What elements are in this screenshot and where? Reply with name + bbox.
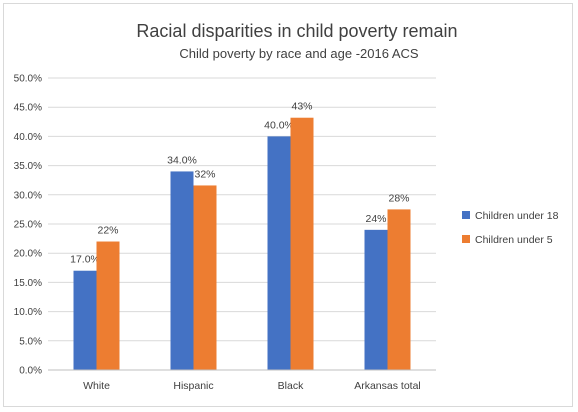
bar-under-18 — [170, 171, 194, 370]
y-tick-label: 30.0% — [14, 190, 42, 201]
y-tick-label: 20.0% — [14, 249, 42, 260]
y-tick-label: 10.0% — [14, 307, 42, 318]
data-label: 43% — [291, 101, 312, 113]
x-category-label: Black — [278, 380, 304, 392]
data-label: 28% — [388, 192, 409, 204]
chart-subtitle: Child poverty by race and age -2016 ACS — [179, 46, 419, 61]
data-label: 24% — [365, 213, 386, 225]
y-tick-label: 25.0% — [14, 220, 42, 231]
y-tick-label: 40.0% — [14, 132, 42, 143]
bar-under-5 — [193, 185, 217, 370]
bar-under-18 — [73, 270, 97, 370]
bar-under-18 — [364, 229, 388, 370]
y-tick-label: 35.0% — [14, 161, 42, 172]
y-tick-label: 5.0% — [19, 336, 42, 347]
legend-label: Children under 18 — [475, 210, 559, 222]
x-axis: White Hispanic Black Arkansas total — [48, 369, 436, 392]
data-label: 34.0% — [167, 154, 197, 166]
legend: Children under 18 Children under 5 — [462, 210, 559, 246]
y-tick-label: 50.0% — [14, 74, 42, 85]
y-tick-label: 0.0% — [19, 366, 42, 377]
legend-swatch — [462, 235, 470, 243]
y-tick-label: 15.0% — [14, 278, 42, 289]
data-label: 17.0% — [70, 254, 100, 266]
x-category-label: Hispanic — [173, 380, 213, 392]
legend-swatch — [462, 211, 470, 219]
bar-under-5 — [96, 241, 120, 370]
y-tick-label: 45.0% — [14, 103, 42, 114]
bar-under-5 — [387, 209, 411, 370]
bars: 17.0% 22% 34.0% 32% 40.0% 43% 24%28% — [70, 101, 411, 370]
legend-label: Children under 5 — [475, 234, 553, 246]
x-category-label: Arkansas total — [354, 380, 421, 392]
data-label: 32% — [194, 168, 215, 180]
data-label: 40.0% — [264, 119, 294, 131]
data-label: 22% — [97, 225, 118, 237]
x-category-label: White — [83, 380, 110, 392]
bar-under-5 — [290, 117, 314, 370]
y-axis: 0.0% 5.0% 10.0% 15.0% 20.0% 25.0% 30.0% 35.0% 40… — [14, 74, 42, 377]
bar-under-18 — [267, 136, 291, 370]
chart-title: Racial disparities in child poverty rema… — [136, 21, 458, 41]
